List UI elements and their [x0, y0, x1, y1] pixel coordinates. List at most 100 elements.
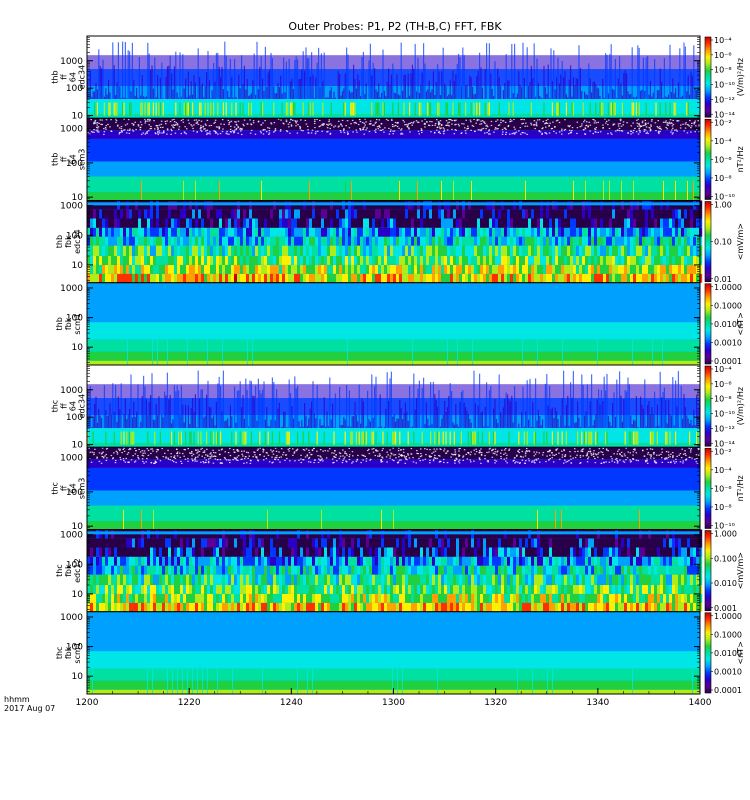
panel-label-line: 64 — [69, 72, 78, 82]
panel-label: thb fbk scm1 — [55, 313, 82, 334]
y-tick-label: 10 — [72, 522, 84, 532]
y-tick-label: 100 — [66, 231, 83, 241]
panel-label-line: ff — [60, 74, 69, 80]
spectrogram-image — [87, 282, 700, 365]
colorbar-label: 10⁻⁴ — [714, 137, 732, 146]
x-tick-label: 1320 — [484, 698, 507, 708]
colorbar-label: 0.0010 — [714, 338, 742, 347]
colorbar-label: 10⁻⁶ — [714, 155, 732, 164]
spectrogram-image — [87, 611, 700, 694]
panel-label-line: edc34 — [78, 65, 87, 90]
colorbar-label: 0.1000 — [714, 630, 742, 639]
y-tick-label: 100 — [66, 314, 83, 324]
panel-label: thc fbk scm1 — [55, 642, 82, 663]
spectrogram-panel: 1000 100 10 thc fbk scm1 1.0000 0.1000 0.0100 0.0… — [55, 611, 745, 695]
y-tick-label: 1000 — [60, 386, 83, 396]
spectrogram-image — [87, 370, 700, 448]
panel-label-line: thb — [51, 70, 60, 83]
colorbar-label: 0.0010 — [714, 667, 742, 676]
panel-label-line: thb — [55, 317, 64, 330]
y-tick-label: 100 — [66, 560, 83, 570]
colorbar-label: 10⁻⁸ — [714, 66, 732, 75]
colorbar — [704, 118, 712, 200]
colorbar-label: 10⁻⁴ — [714, 365, 732, 374]
colorbar-label: 10⁻⁴ — [714, 36, 732, 45]
colorbar-label: 10⁻¹⁰ — [714, 410, 735, 419]
panel-label-line: thb — [51, 153, 60, 166]
x-tick-label: 1220 — [178, 698, 201, 708]
panel-label: thb fbk edc34 — [55, 229, 82, 254]
panel-label-line: 64 — [69, 154, 78, 164]
colorbar-label: 10⁻¹⁰ — [714, 193, 735, 202]
colorbar-label: 10⁻² — [714, 447, 732, 456]
y-tick-label: 100 — [66, 413, 83, 423]
colorbar-label: 10⁻¹² — [714, 424, 735, 433]
spectrogram-image — [87, 200, 703, 283]
panel-label-line: fbk — [64, 646, 73, 659]
spectrogram-panel: 1000 100 10 thb ff 64 scm3 10⁻² 10⁻⁴ 10⁻⁶ 10⁻⁸ 10⁻¹… — [51, 117, 745, 203]
y-tick-label: 1000 — [60, 57, 83, 67]
spectrogram-panel: 1000 100 10 thc ff 64 scm3 10⁻² 10⁻⁴ 10⁻⁶ 10⁻⁸ 10⁻¹… — [51, 446, 745, 532]
colorbar-label: 0.0001 — [714, 686, 742, 695]
panel-label-line: 64 — [69, 401, 78, 411]
spectrogram-image — [87, 529, 703, 612]
panel-label-line: fbk — [64, 564, 73, 577]
colorbar-label: 0.001 — [714, 604, 737, 613]
panel-label-line: edc34 — [78, 394, 87, 419]
x-axis-footer: 2017 Aug 07 — [4, 704, 55, 713]
colorbar — [704, 530, 712, 612]
colorbar-label: 10⁻¹² — [714, 95, 735, 104]
colorbar-label: 0.0001 — [714, 357, 742, 366]
panel-label: thc ff 64 edc34 — [51, 394, 87, 419]
spectrogram-panel: 1000 100 10 thc ff 64 edc34 10⁻⁴ 10⁻⁶ 10⁻⁸ 10⁻¹⁰ 10… — [51, 364, 745, 451]
panel-label-line: ff — [60, 156, 69, 162]
panel-label-line: scm1 — [73, 642, 82, 663]
panel-label-line: scm3 — [78, 149, 87, 170]
chart-title: Outer Probes: P1, P2 (TH-B,C) FFT, FBK — [288, 20, 502, 33]
colorbar — [704, 283, 712, 365]
y-tick-label: 100 — [66, 643, 83, 653]
colorbar — [704, 365, 712, 447]
x-tick-label: 1240 — [280, 698, 303, 708]
y-tick-label: 10 — [72, 112, 84, 122]
panel-label-line: edc12 — [73, 558, 82, 583]
y-tick-label: 1000 — [60, 531, 83, 541]
panel-label: thb ff 64 edc34 — [51, 65, 87, 90]
colorbar-label: 1.00 — [714, 201, 732, 210]
y-tick-label: 10 — [72, 441, 84, 451]
colorbar-label: 10⁻² — [714, 118, 732, 127]
colorbar-label: 1.0000 — [714, 612, 742, 621]
colorbar-label: 10⁻⁶ — [714, 484, 732, 493]
panel-label-line: fbk — [64, 317, 73, 330]
panel-label-line: 64 — [69, 483, 78, 493]
colorbar-label: 10⁻⁶ — [714, 380, 732, 389]
colorbar-label: 10⁻¹⁰ — [714, 522, 735, 531]
y-tick-label: 1000 — [60, 202, 83, 212]
panel-label: thb ff 64 scm3 — [51, 149, 87, 170]
y-tick-label: 1000 — [60, 125, 83, 135]
y-tick-label: 10 — [72, 193, 84, 203]
spectrogram-image — [87, 118, 701, 201]
x-tick-label: 1400 — [689, 698, 712, 708]
y-tick-label: 1000 — [60, 284, 83, 294]
colorbar-units: nT²/Hz — [736, 475, 745, 501]
panel-label-line: scm3 — [78, 478, 87, 499]
colorbar-label: 0.0100 — [714, 320, 742, 329]
colorbar-label: 1.000 — [714, 530, 737, 539]
colorbar-label: 0.10 — [714, 238, 732, 247]
spectrogram-panel: 1000 100 10 thb fbk scm1 1.0000 0.1000 0.0100 0.0… — [55, 282, 745, 366]
colorbar-label: 10⁻⁸ — [714, 503, 732, 512]
colorbar-label: 0.1000 — [714, 301, 742, 310]
colorbar-units: <nT> — [736, 312, 745, 335]
colorbar-label: 0.010 — [714, 579, 737, 588]
colorbar-units: nT²/Hz — [736, 146, 745, 172]
panel-label-line: ff — [60, 403, 69, 409]
panel-label: thc ff 64 scm3 — [51, 478, 87, 499]
panel-label-line: edc34 — [73, 229, 82, 254]
colorbar-label: 10⁻⁸ — [714, 395, 732, 404]
colorbar — [704, 447, 712, 529]
y-tick-label: 10 — [72, 672, 84, 682]
spectrogram-image — [87, 41, 700, 119]
spectrogram-panel: 1000 100 10 thb fbk edc34 1.00 0.10 0.01 <mV/m> — [55, 200, 745, 284]
